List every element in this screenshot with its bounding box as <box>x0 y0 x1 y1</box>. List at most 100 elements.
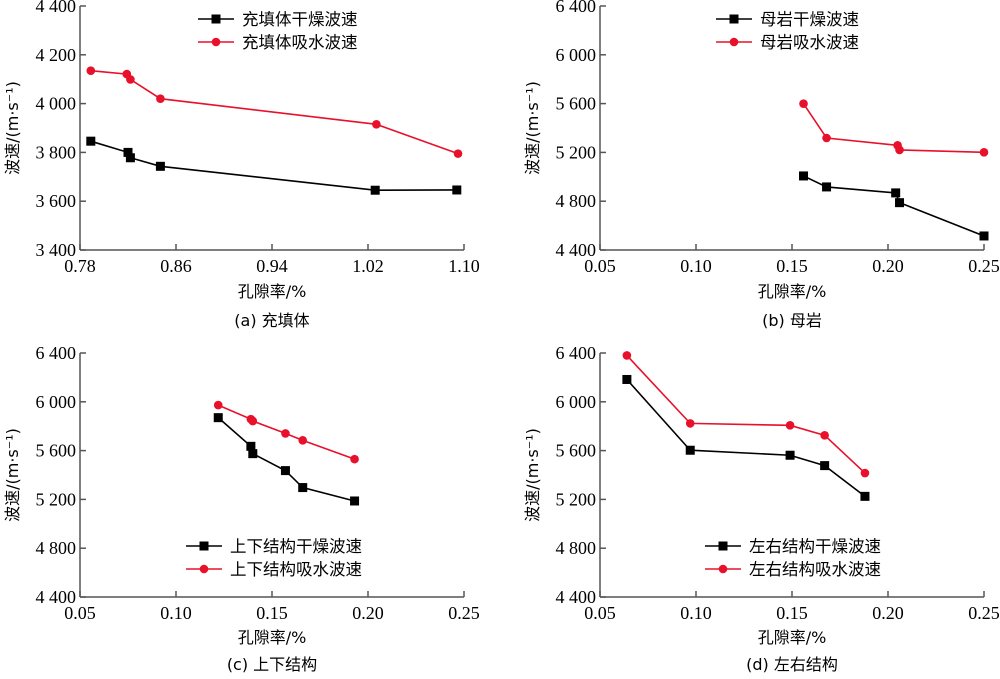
data-point <box>350 496 360 506</box>
panel-caption: (c) 上下结构 <box>227 655 317 674</box>
data-point <box>799 99 808 109</box>
y-axis-label: 波速/(m·s⁻¹) <box>523 81 542 175</box>
y-tick-label: 6 000 <box>556 45 597 65</box>
y-tick-label: 5 600 <box>556 94 597 114</box>
series-line <box>90 140 457 192</box>
data-point <box>685 445 695 455</box>
series-line <box>626 378 866 497</box>
data-point <box>820 461 830 471</box>
y-tick-label: 6 400 <box>556 343 597 363</box>
series-line <box>217 404 355 460</box>
y-axis-label: 波速/(m·s⁻¹) <box>523 428 542 522</box>
data-point <box>248 449 258 459</box>
y-tick-label: 5 600 <box>556 441 597 461</box>
y-tick-label: 4 400 <box>36 0 77 16</box>
data-point <box>452 185 462 195</box>
x-axis-label: 孔隙率/% <box>238 282 307 301</box>
x-tick-label: 0.10 <box>160 603 192 623</box>
data-point <box>622 374 632 384</box>
data-point <box>453 149 463 158</box>
y-tick-label: 4 400 <box>556 587 597 607</box>
data-point <box>822 133 831 143</box>
series-line <box>217 417 355 502</box>
y-tick-label: 4 400 <box>556 240 597 260</box>
legend-label: 充填体干燥波速 <box>242 10 358 29</box>
legend-label: 充填体吸水波速 <box>242 33 358 52</box>
series-dry <box>213 413 360 506</box>
panel-caption: (d) 左右结构 <box>746 655 838 674</box>
data-point <box>860 468 870 478</box>
y-tick-label: 6 400 <box>556 0 597 16</box>
data-point <box>123 147 133 157</box>
y-tick-label: 3 600 <box>36 191 77 211</box>
x-tick-label: 0.10 <box>680 256 712 276</box>
data-point <box>891 188 901 198</box>
x-tick-label: 1.02 <box>352 256 384 276</box>
data-point <box>785 450 795 460</box>
data-point <box>979 147 989 157</box>
x-tick-label: 0.15 <box>256 603 288 623</box>
legend-label: 上下结构干燥波速 <box>230 537 362 556</box>
x-tick-label: 0.20 <box>872 256 904 276</box>
x-tick-label: 0.05 <box>64 603 96 623</box>
data-point <box>156 94 165 104</box>
y-tick-label: 5 200 <box>36 489 77 509</box>
chart-panel-a: 3 400 3 600 3 800 4 000 4 200 4 400 0.78 0.86 0.… <box>3 0 480 330</box>
data-point <box>281 429 290 438</box>
x-tick-label: 0.78 <box>64 256 96 276</box>
data-point <box>895 145 904 155</box>
data-point <box>246 441 256 451</box>
y-tick-label: 4 800 <box>36 538 77 558</box>
data-point <box>213 413 223 423</box>
data-point <box>126 75 135 84</box>
x-tick-label: 0.20 <box>352 603 384 623</box>
y-tick-label: 3 400 <box>36 240 77 260</box>
chart-panel-c: 4 400 4 800 5 200 5 600 6 000 6 400 0.05 0.10 0.… <box>3 343 480 674</box>
legend-square-marker <box>718 541 728 551</box>
series-dry <box>799 171 989 241</box>
series-line <box>626 354 866 474</box>
legend-square-marker <box>729 14 739 24</box>
y-tick-label: 4 200 <box>36 45 77 65</box>
data-point <box>86 136 96 146</box>
data-point <box>298 436 308 445</box>
x-tick-label: 0.25 <box>448 603 480 623</box>
series-wet <box>622 351 870 478</box>
y-tick-label: 5 600 <box>36 441 77 461</box>
series-wet <box>86 66 463 158</box>
series-dry <box>86 136 462 195</box>
data-point <box>622 351 632 360</box>
x-tick-label: 0.25 <box>968 603 1000 623</box>
y-tick-label: 6 400 <box>36 343 77 363</box>
x-tick-label: 0.15 <box>776 603 808 623</box>
data-point <box>350 454 359 464</box>
x-axis-label: 孔隙率/% <box>758 282 827 301</box>
data-point <box>86 66 96 75</box>
data-point <box>685 419 695 428</box>
data-point <box>248 416 258 426</box>
series-line <box>90 69 459 155</box>
legend-label: 左右结构干燥波速 <box>749 537 881 556</box>
data-point <box>280 466 290 476</box>
legend-label: 母岩吸水波速 <box>760 33 859 52</box>
x-tick-label: 0.25 <box>968 256 1000 276</box>
legend-circle-marker <box>211 37 221 47</box>
legend-square-marker <box>199 541 209 551</box>
legend-circle-marker <box>718 564 728 574</box>
series-wet <box>213 400 359 464</box>
data-point <box>125 153 135 163</box>
legend-circle-marker <box>199 564 209 574</box>
y-tick-label: 6 000 <box>36 392 77 412</box>
x-axis-label: 孔隙率/% <box>238 628 307 647</box>
x-tick-label: 0.10 <box>680 603 712 623</box>
x-tick-label: 0.94 <box>256 256 288 276</box>
y-tick-label: 4 800 <box>556 538 597 558</box>
panel-caption: (a) 充填体 <box>234 311 309 330</box>
data-point <box>298 483 308 493</box>
legend-label: 左右结构吸水波速 <box>749 560 881 579</box>
x-axis-label: 孔隙率/% <box>758 628 827 647</box>
data-point <box>372 120 381 129</box>
